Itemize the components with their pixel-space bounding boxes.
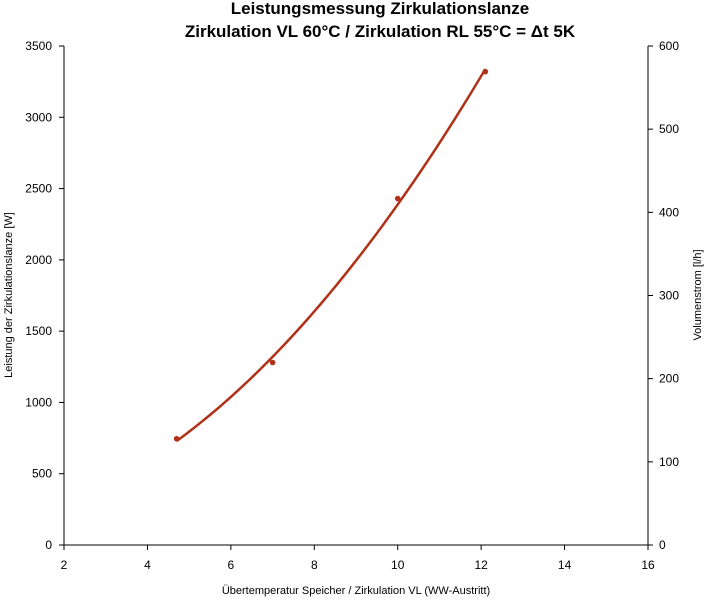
y2-tick-label: 300 [659, 289, 679, 303]
y2-tick-label: 400 [659, 205, 679, 219]
series-layer [173, 68, 489, 442]
y-ticks: 0 500 1000 1500 2000 2500 3000 3500 [25, 39, 64, 552]
data-point [173, 435, 180, 442]
x-ticks: 2 4 6 8 10 12 14 16 [61, 545, 655, 572]
y-tick-label: 1000 [25, 395, 52, 409]
x-tick-label: 16 [641, 558, 655, 572]
x-tick-label: 2 [61, 558, 68, 572]
y2-tick-label: 100 [659, 455, 679, 469]
y-tick-label: 3000 [25, 110, 52, 124]
x-axis-label: Übertemperatur Speicher / Zirkulation VL… [222, 585, 490, 597]
x-tick-label: 8 [311, 558, 318, 572]
y-axis-label: Leistung der Zirkulationslanze [W] [3, 212, 15, 378]
y-tick-label: 2500 [25, 182, 52, 196]
data-point [269, 359, 276, 366]
series-trendline [175, 68, 487, 442]
y2-tick-label: 0 [659, 538, 666, 552]
y-tick-label: 2000 [25, 253, 52, 267]
y2-tick-label: 600 [659, 39, 679, 53]
y-tick-label: 0 [45, 538, 52, 552]
y-tick-label: 500 [32, 467, 52, 481]
y2-tick-label: 500 [659, 122, 679, 136]
x-tick-label: 10 [391, 558, 405, 572]
x-tick-label: 6 [228, 558, 235, 572]
y-tick-label: 3500 [25, 39, 52, 53]
y-tick-label: 1500 [25, 324, 52, 338]
chart-title-line1: Leistungsmessung Zirkulationslanze [231, 0, 530, 18]
data-point [482, 68, 489, 75]
y2-axis-label: Volumenstrom [l/h] [692, 249, 704, 340]
y2-ticks: 0 100 200 300 400 500 600 [648, 39, 679, 552]
x-tick-label: 4 [144, 558, 151, 572]
data-point [394, 195, 401, 202]
x-tick-label: 12 [474, 558, 488, 572]
chart-title-line2: Zirkulation VL 60°C / Zirkulation RL 55°… [185, 22, 576, 41]
axes [63, 46, 649, 546]
x-tick-label: 14 [558, 558, 572, 572]
y2-tick-label: 200 [659, 372, 679, 386]
